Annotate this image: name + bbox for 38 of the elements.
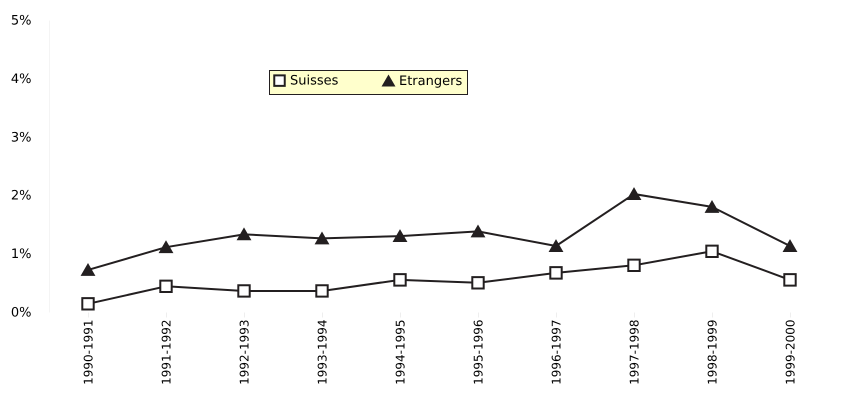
point	[705, 244, 719, 258]
x-tick-label: 1999-2000	[784, 320, 798, 385]
point	[705, 200, 719, 213]
y-tick-label: 3%	[10, 130, 32, 146]
x-tick-label: 1993-1994	[316, 320, 330, 385]
y-tick-label: 1%	[10, 247, 32, 262]
point	[393, 230, 407, 242]
point	[783, 273, 797, 287]
x-tick-label: 1997-1998	[628, 320, 642, 385]
point	[471, 276, 485, 290]
x-tick-label: 1995-1996	[472, 320, 486, 385]
point	[549, 266, 563, 280]
point	[81, 264, 95, 276]
x-tick-label: 1996-1997	[550, 320, 564, 385]
x-tick-label: 1990-1991	[82, 320, 96, 385]
y-tick-label: 0%	[10, 306, 32, 320]
point	[549, 240, 563, 252]
point	[237, 284, 251, 298]
y-tick-label: 2%	[10, 188, 32, 204]
point	[783, 240, 797, 252]
x-tick-label: 1994-1995	[394, 320, 408, 385]
point	[159, 280, 173, 294]
y-tick-label: 4%	[10, 72, 32, 87]
point	[315, 284, 329, 298]
point	[393, 273, 407, 287]
point	[627, 258, 641, 272]
point	[81, 297, 95, 311]
x-tick-label: 1998-1999	[706, 320, 720, 385]
point	[627, 188, 641, 200]
legend-label: Suisses	[290, 74, 339, 89]
y-tick-label: 5%	[10, 14, 32, 28]
x-tick-label: 1992-1993	[238, 320, 252, 385]
point	[471, 225, 485, 238]
legend-label: Etrangers	[399, 74, 462, 89]
point	[315, 232, 329, 244]
x-tick-label: 1991-1992	[160, 320, 174, 385]
point	[237, 228, 251, 240]
point	[159, 241, 173, 254]
